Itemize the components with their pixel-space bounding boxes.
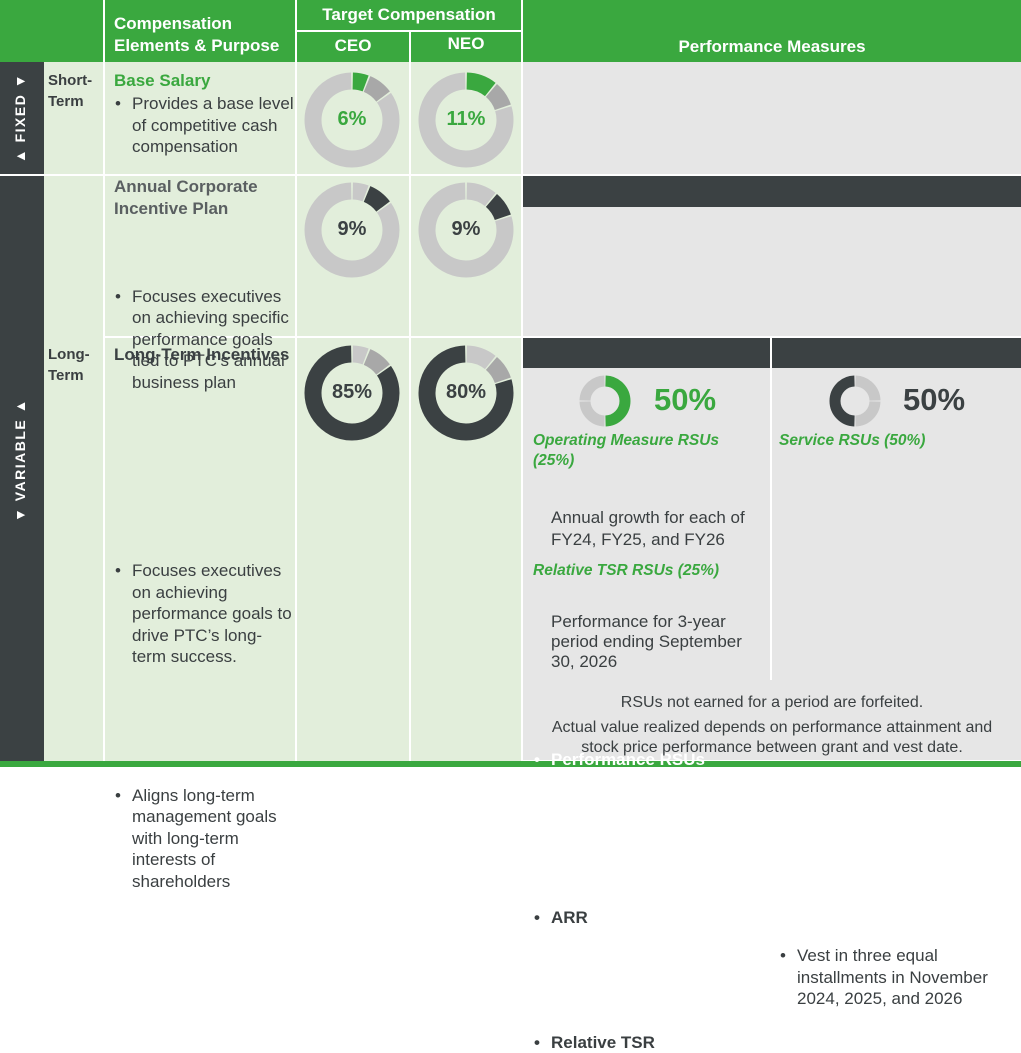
service-rsus-title: Service RSUs (50%) <box>779 432 926 449</box>
header-neo: NEO <box>447 34 485 53</box>
ceo-base-pct: 6% <box>337 108 367 130</box>
donut-segment-3 <box>304 345 400 441</box>
service-rsus-donut <box>828 374 882 428</box>
donut-segment-1 <box>352 182 369 202</box>
base-salary-bullet: Provides a base level of competitive cas… <box>114 93 294 158</box>
header-ceo: CEO <box>334 36 372 55</box>
donut-segment-3 <box>304 72 400 168</box>
ceo-lti-pct: 85% <box>331 381 373 403</box>
variable-label: ▼ VARIABLE ▲ <box>12 398 28 523</box>
header-performance-measures: Performance Measures <box>678 37 866 56</box>
service-rsus-desc: Vest in three equal installments in Nove… <box>779 945 1007 1010</box>
long-term-label: Long-Term <box>48 346 90 384</box>
performance-rsus-pct: 50% <box>654 382 717 417</box>
annual-plan-title: Annual Corporate Incentive Plan <box>114 177 258 218</box>
realized-value-note: Actual value realized depends on perform… <box>551 719 993 756</box>
relative-tsr-desc: Performance for 3-year period ending Sep… <box>551 612 742 671</box>
donut-segment-a <box>579 400 606 427</box>
donut-segment-3 <box>418 345 514 441</box>
fixed-bar <box>0 62 44 174</box>
donut-segment-3 <box>418 182 514 278</box>
performance-rsus-bar <box>523 338 770 368</box>
header-elements-title: Compensation Elements & Purpose <box>114 14 280 55</box>
donut-segment-1 <box>352 345 369 365</box>
tsr-rsus-title: Relative TSR RSUs (25%) <box>533 562 720 579</box>
neo-base-donut: 11% <box>418 72 514 168</box>
fixed-label: ▲ FIXED ▼ <box>12 72 28 164</box>
donut-segment-3 <box>304 182 400 278</box>
short-term-label: Short-Term <box>48 72 93 110</box>
ceo-annual-donut: 9% <box>304 182 400 278</box>
donut-segment-1 <box>466 72 496 97</box>
neo-annual-donut: 9% <box>418 182 514 278</box>
base-salary-title: Base Salary <box>114 71 211 90</box>
donut-segment-3 <box>418 72 514 168</box>
donut-segment-highlight <box>829 375 856 427</box>
forfeit-note: RSUs not earned for a period are forfeit… <box>620 694 924 711</box>
lti-bullet-1: Focuses executives on achieving performa… <box>114 560 294 668</box>
arr-desc: Annual growth for each of FY24, FY25, an… <box>551 508 745 549</box>
lti-bullet-2: Aligns long-term management goals with l… <box>114 785 294 893</box>
term-column <box>44 62 105 767</box>
ceo-annual-pct: 9% <box>337 218 367 240</box>
donut-segment-2 <box>363 186 390 213</box>
operating-rsus-title: Operating Measure RSUs (25%) <box>533 432 720 469</box>
service-rsus-bar <box>772 338 1021 368</box>
ceo-lti-donut: 85% <box>304 345 400 441</box>
donut-segment-b <box>579 375 606 402</box>
neo-lti-donut: 80% <box>418 345 514 441</box>
ceo-base-donut: 6% <box>304 72 400 168</box>
variable-bar <box>0 176 44 767</box>
header-target-title: Target Compensation <box>322 5 496 24</box>
relative-tsr-label: Relative TSR <box>533 1033 1021 1053</box>
donut-segment-1 <box>352 72 369 92</box>
neo-lti-pct: 80% <box>445 381 487 403</box>
donut-segment-2 <box>485 356 511 384</box>
donut-segment-2 <box>485 193 511 221</box>
donut-segment-1 <box>466 345 496 370</box>
performance-rsus-donut <box>578 374 632 428</box>
neo-base-pct: 11% <box>446 108 486 130</box>
donut-segment-2 <box>485 83 511 111</box>
donut-segment-b <box>854 400 881 427</box>
service-rsus-label: Service RSUs <box>779 810 1009 830</box>
neo-annual-pct: 9% <box>451 218 481 240</box>
donut-segment-2 <box>363 349 390 376</box>
performance-rsus-label: Performance RSUs <box>533 750 763 770</box>
free-cash-flow-bar <box>523 176 1021 207</box>
arr-label: ARR <box>533 908 1021 928</box>
annual-plan-bullet: Focuses executives on achieving specific… <box>114 286 294 394</box>
donut-segment-a <box>854 375 881 402</box>
donut-segment-1 <box>466 182 496 207</box>
footer-bar <box>0 761 1021 767</box>
lti-title: Long-Term Incentives <box>114 345 290 364</box>
donut-segment-highlight <box>604 375 631 427</box>
service-rsus-pct: 50% <box>903 382 966 417</box>
donut-segment-2 <box>363 76 390 103</box>
